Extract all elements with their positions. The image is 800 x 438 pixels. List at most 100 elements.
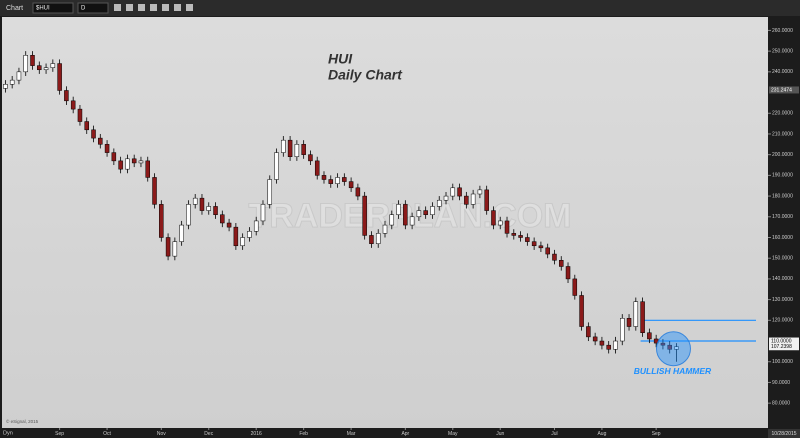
icon[interactable]	[114, 4, 121, 11]
candle	[3, 80, 8, 93]
candle-body	[159, 204, 164, 238]
candle	[186, 200, 191, 230]
price-flag-label: 110.0000	[771, 338, 792, 344]
candle	[477, 185, 483, 199]
candle	[396, 200, 401, 219]
candle-body	[484, 189, 489, 211]
candle-body	[491, 210, 496, 226]
candle	[531, 237, 537, 250]
y-tick-label: 200.0000	[772, 152, 793, 158]
candle	[620, 314, 625, 346]
x-tick-label: Oct	[103, 431, 111, 437]
candle	[511, 229, 517, 240]
candle-body	[247, 231, 252, 238]
symbol-box[interactable]	[32, 2, 74, 14]
candle	[37, 61, 42, 74]
candle-body	[525, 237, 530, 242]
candle-body	[436, 199, 442, 207]
candle-body	[450, 187, 456, 197]
candle	[450, 183, 456, 201]
candle	[545, 243, 550, 259]
candle	[274, 148, 279, 184]
candle	[640, 297, 645, 337]
highlight-circle	[655, 331, 691, 367]
candle-body	[165, 237, 171, 257]
candle-body	[443, 195, 449, 201]
candle	[355, 183, 361, 201]
candle-body	[430, 206, 435, 215]
y-tick-label: 190.0000	[772, 173, 793, 179]
candle-body	[131, 158, 137, 164]
candle	[348, 177, 354, 192]
candle-body	[3, 84, 8, 89]
candle	[382, 220, 388, 238]
candle	[464, 191, 469, 209]
candle-body	[633, 301, 639, 327]
interval-box[interactable]	[77, 2, 109, 14]
candle-body	[274, 152, 279, 180]
icon[interactable]	[186, 4, 193, 11]
candle-body	[152, 177, 157, 205]
candle	[308, 150, 313, 166]
toolbar-icons	[114, 4, 193, 11]
candle	[538, 241, 544, 252]
candle-body	[199, 197, 205, 211]
candle-body	[240, 237, 245, 247]
icon[interactable]	[126, 4, 133, 11]
candle-body	[77, 108, 83, 122]
candle-body	[362, 195, 367, 236]
symbol[interactable]: $HUI	[36, 6, 50, 12]
candle-body	[558, 260, 564, 267]
candle	[23, 51, 28, 76]
candle	[213, 202, 218, 219]
candle	[220, 210, 225, 228]
candle-body	[375, 233, 381, 244]
candle	[565, 262, 571, 284]
x-tick-label: Sep	[652, 431, 661, 437]
candle-body	[511, 233, 517, 236]
icon[interactable]	[138, 4, 145, 11]
annotation: BULLISH HAMMER	[634, 366, 712, 376]
candle-body	[409, 216, 415, 226]
candle-body	[84, 121, 89, 131]
x-tick-label: 2016	[251, 431, 262, 437]
candle-body	[23, 55, 28, 73]
x-tick-label: Apr	[401, 431, 409, 437]
candle-body	[213, 206, 218, 215]
window-title: Chart	[6, 5, 23, 12]
y-tick-label: 240.0000	[772, 69, 793, 75]
watermark: TRADERPLAN.COM	[249, 197, 572, 235]
icon[interactable]	[174, 4, 181, 11]
candle-body	[572, 278, 578, 296]
candle-body	[538, 245, 544, 249]
interval[interactable]: D	[81, 6, 86, 12]
y-tick-label: 160.0000	[772, 235, 793, 241]
candle-body	[111, 152, 117, 162]
candle	[369, 231, 374, 248]
candle	[558, 256, 564, 271]
candle	[179, 220, 184, 246]
candle	[30, 51, 35, 70]
candle-body	[369, 235, 374, 244]
candle-body	[172, 241, 178, 257]
candle-body	[579, 295, 584, 327]
candle-body	[382, 224, 388, 234]
candle	[484, 185, 489, 215]
icon[interactable]	[162, 4, 169, 11]
candle	[233, 223, 239, 250]
candle-body	[565, 266, 571, 280]
footer-date: 10/28/2015	[771, 431, 796, 437]
candle	[301, 140, 306, 159]
candle	[375, 229, 381, 248]
candle-body	[403, 204, 408, 226]
candle-body	[186, 204, 191, 226]
icon[interactable]	[150, 4, 157, 11]
candle-body	[220, 214, 225, 224]
candle	[626, 314, 632, 331]
candle-body	[342, 177, 347, 182]
candle	[43, 63, 49, 74]
candle-body	[308, 154, 313, 162]
candle	[138, 156, 144, 168]
candle	[647, 328, 652, 344]
candle	[457, 183, 462, 201]
